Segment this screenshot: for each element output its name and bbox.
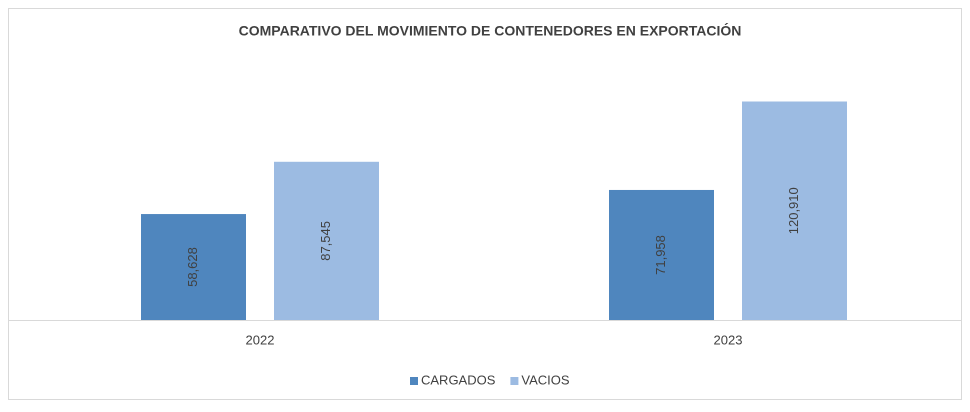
bar — [274, 161, 379, 320]
x-tick-label: 2022 — [246, 332, 275, 347]
bar — [609, 189, 714, 320]
legend-swatch — [510, 377, 519, 385]
data-label: 87,545 — [318, 221, 333, 261]
bar — [141, 214, 246, 320]
x-tick-label: 2023 — [714, 332, 743, 347]
data-label: 71,958 — [653, 235, 668, 275]
bar — [742, 101, 847, 321]
data-label: 120,910 — [786, 187, 801, 234]
legend-label: VACIOS — [521, 372, 569, 387]
data-label: 58,628 — [185, 247, 200, 287]
chart-title: COMPARATIVO DEL MOVIMIENTO DE CONTENEDOR… — [239, 22, 742, 39]
legend-label: CARGADOS — [421, 372, 496, 387]
legend-swatch — [410, 377, 418, 385]
